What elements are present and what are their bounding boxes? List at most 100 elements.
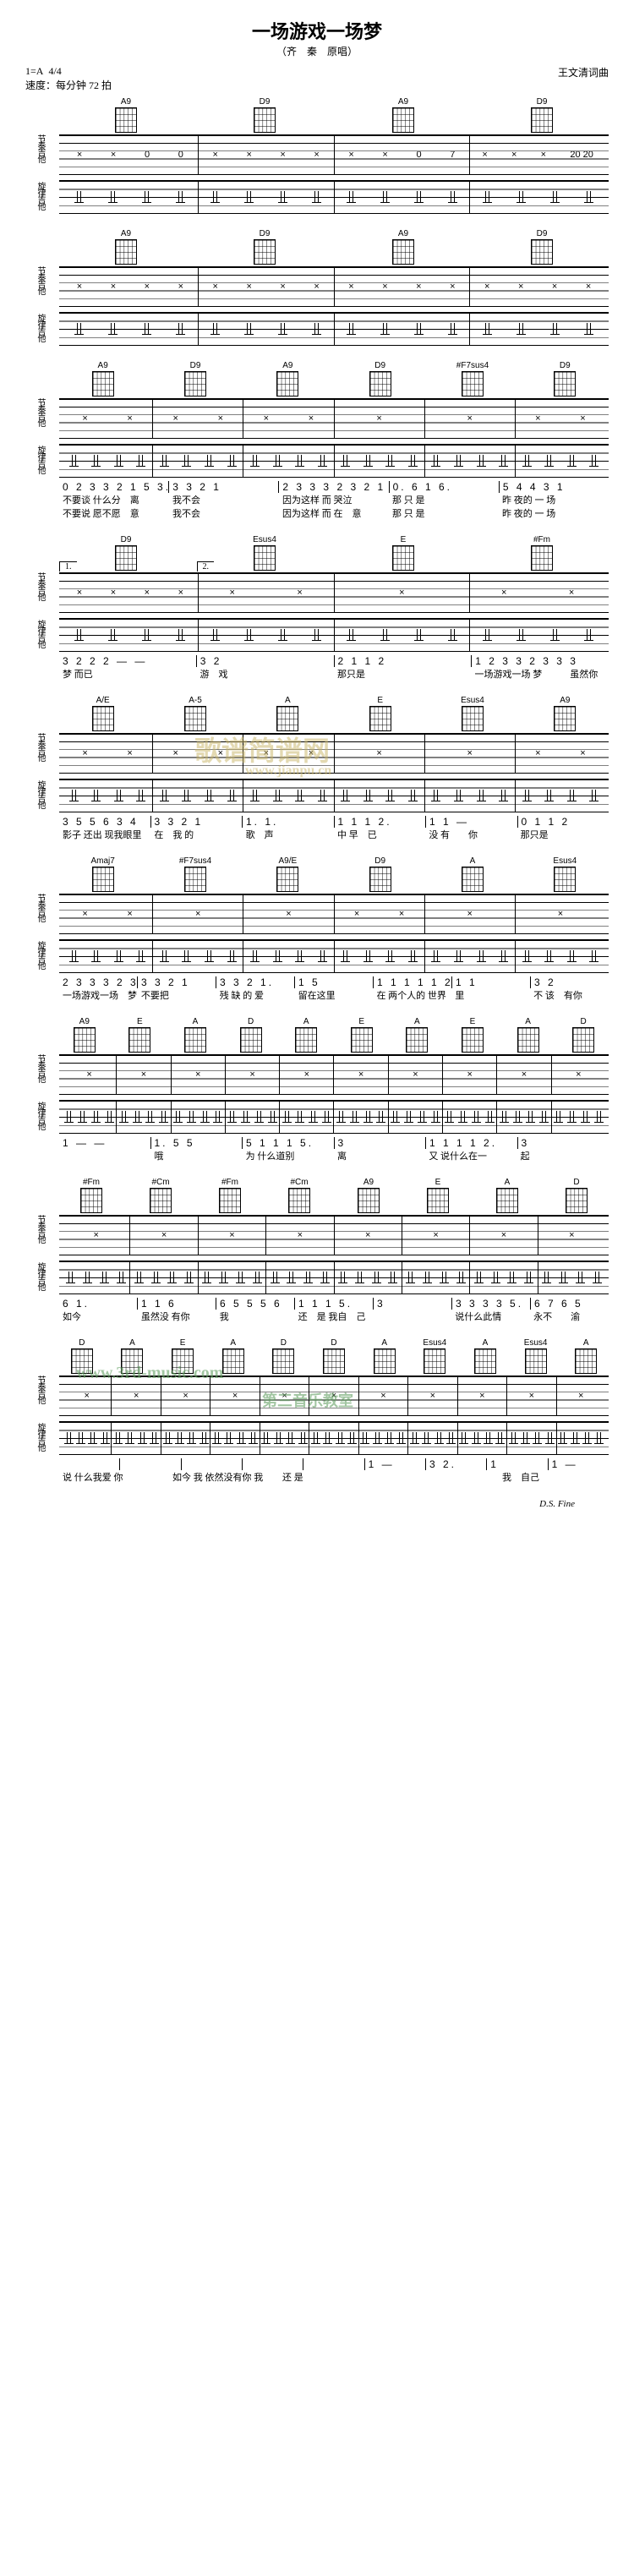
note-group	[366, 1111, 370, 1123]
note-group	[230, 950, 234, 962]
chord-grid	[572, 1027, 594, 1053]
jianpu-numbers: 3 3 2 1	[151, 816, 243, 828]
notation-bar	[335, 940, 425, 972]
note-group	[339, 1111, 343, 1123]
note-group	[349, 629, 353, 641]
music-system: A/EA-5AEEsus4A9节奏吉他××××××××××旋律吉他3 5 5 6…	[25, 696, 609, 841]
note-group	[128, 1432, 132, 1444]
strum-mark: ×	[229, 1230, 234, 1240]
note-group	[578, 1272, 582, 1283]
note-group	[314, 191, 319, 203]
jianpu-numbers: 2 3 3 3 2 3 2 1	[279, 481, 389, 493]
chord-grid	[496, 1188, 518, 1213]
chord-grid	[92, 371, 114, 397]
melody-staff-label: 旋律吉他	[36, 1102, 44, 1129]
chord-diagram: #Fm	[198, 1178, 262, 1213]
note-group	[343, 455, 347, 467]
chord-grid	[219, 1188, 241, 1213]
tab-bar: ×	[335, 399, 425, 438]
tab-bar: ×	[470, 1216, 538, 1255]
chord-diagram: A-5	[151, 696, 238, 731]
chord-diagram: Esus4	[198, 535, 331, 571]
note-group	[139, 950, 143, 962]
tab-bar: ××07	[335, 135, 471, 174]
lyric-text: 那 只 是	[389, 493, 499, 506]
strum-mark: ×	[535, 413, 540, 424]
note-group	[479, 455, 484, 467]
notation-bar	[335, 313, 471, 345]
note-group	[116, 1432, 120, 1444]
chord-grid	[276, 867, 298, 892]
strum-mark: ×	[558, 909, 563, 919]
note-group	[525, 950, 529, 962]
note-group	[178, 191, 183, 203]
strum-mark: ×	[578, 1391, 583, 1401]
strum-mark: ×	[382, 150, 387, 160]
strum-mark: ×	[172, 413, 178, 424]
chord-diagram: Esus4	[412, 1338, 457, 1374]
chord-name: A9	[560, 696, 570, 705]
lyric-text: 那只是	[517, 828, 609, 841]
chord-diagram: #Fm	[475, 535, 609, 571]
note-group	[162, 455, 167, 467]
lyric-text: 哦	[150, 1149, 242, 1162]
lyric-text: 为 什么道别	[243, 1149, 334, 1162]
note-group	[178, 629, 183, 641]
volta-bracket: 2.	[197, 561, 215, 572]
chord-grid	[406, 1027, 428, 1053]
note-group	[111, 629, 115, 641]
note-group	[184, 950, 189, 962]
tab-bar: ××	[470, 573, 605, 612]
chord-grid	[369, 706, 391, 731]
chord-diagram: #Fm	[59, 1178, 123, 1213]
note-group	[301, 1432, 305, 1444]
note-group	[462, 1432, 466, 1444]
note-group	[257, 1111, 261, 1123]
jianpu-numbers: 3 2.	[426, 1458, 487, 1470]
lyric-text: 留在这里	[295, 988, 374, 1002]
strum-mark: ×	[264, 413, 269, 424]
tab-bar: ××××	[63, 267, 199, 306]
tab-bar: ××00	[63, 135, 199, 174]
chord-name: D9	[260, 229, 271, 238]
jianpu-numbers: 3 3 2 1	[138, 976, 216, 988]
tab-bar: ××	[335, 894, 425, 933]
jianpu-numbers: 1 1 —	[426, 816, 518, 828]
chord-grid	[184, 1027, 206, 1053]
note-group	[388, 455, 392, 467]
strum-mark: ×	[314, 150, 319, 160]
tab-bar: ×	[335, 1216, 402, 1255]
note-group	[592, 790, 596, 801]
chord-name: #Cm	[290, 1178, 308, 1187]
strum-mark: ×	[365, 1230, 370, 1240]
tab-staff: 1.2.×××××××××	[59, 572, 609, 613]
chord-grid	[240, 1027, 262, 1053]
notation-bar	[470, 619, 605, 651]
note-group	[276, 790, 280, 801]
note-group	[107, 1111, 112, 1123]
notation-bar	[260, 1422, 309, 1454]
note-group	[205, 1272, 209, 1283]
note-group	[434, 950, 438, 962]
chord-diagram: A/E	[59, 696, 146, 731]
note-group	[72, 455, 76, 467]
note-group	[349, 191, 353, 203]
notation-bar	[63, 1422, 112, 1454]
chord-name: D9	[537, 97, 548, 107]
jianpu-numbers	[120, 1458, 181, 1470]
strum-mark: 0	[417, 150, 422, 160]
rhythm-staff-label: 节奏吉他	[36, 1054, 44, 1081]
chord-diagram: A	[170, 1017, 221, 1053]
jianpu-numbers: 1 — —	[59, 1137, 151, 1149]
note-group	[68, 1272, 73, 1283]
note-group	[281, 191, 285, 203]
chord-name: D	[331, 1338, 336, 1348]
note-group	[148, 1111, 152, 1123]
lyric-text: 在 我 的	[150, 828, 242, 841]
note-group	[117, 950, 121, 962]
chord-grid	[566, 1188, 588, 1213]
strum-mark: ×	[309, 413, 314, 424]
jianpu-numbers: 3 3 2 1	[169, 481, 279, 493]
strum-mark: ×	[280, 282, 285, 292]
chord-name: E	[401, 535, 407, 544]
